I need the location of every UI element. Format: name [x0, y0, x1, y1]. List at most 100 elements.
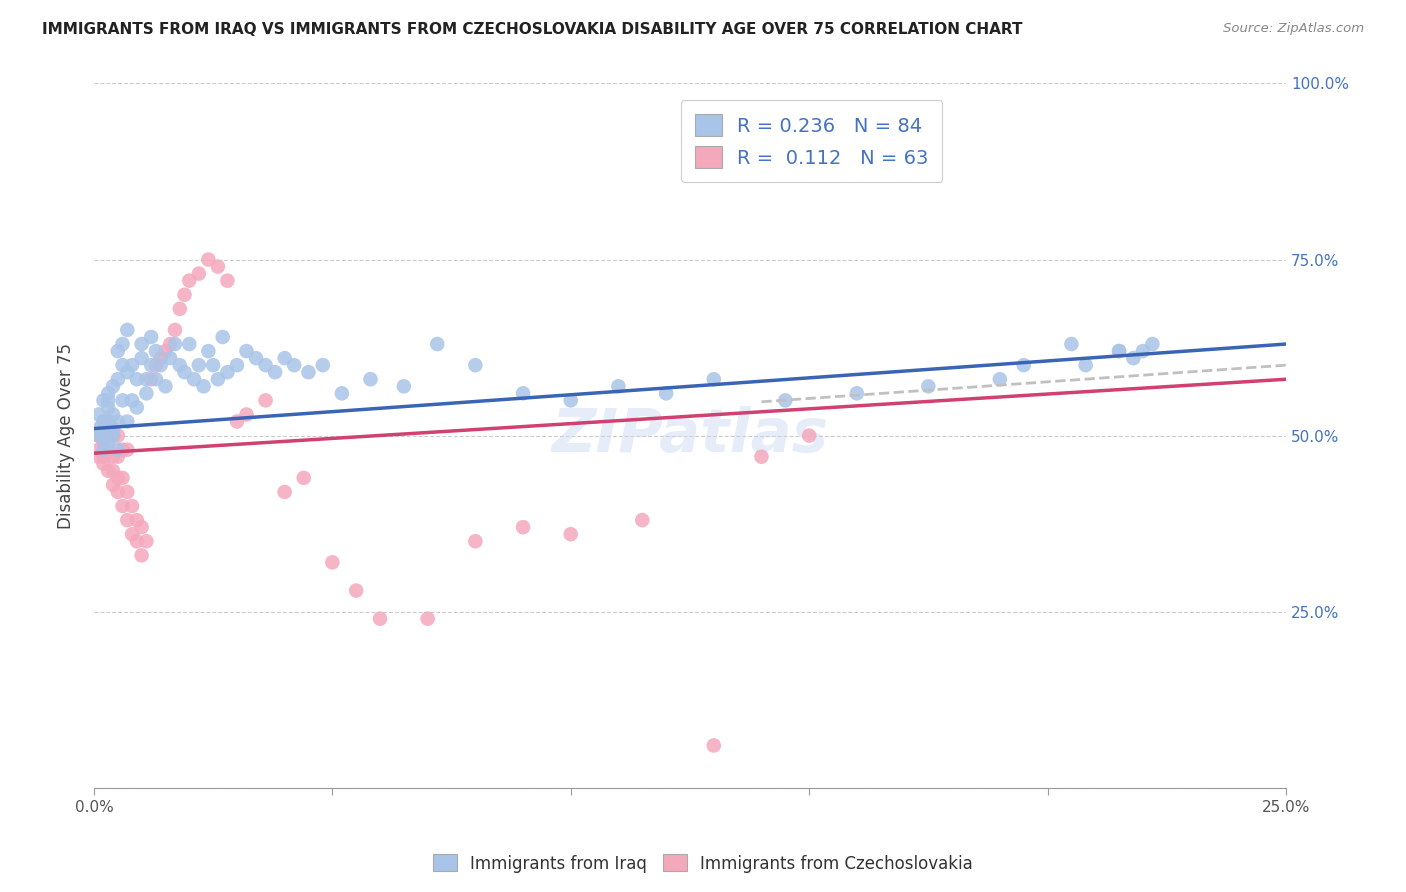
Point	[125, 534, 148, 549]
Point	[197, 252, 219, 267]
Point	[107, 442, 129, 457]
Point	[97, 442, 120, 457]
Point	[135, 386, 157, 401]
Point	[1012, 358, 1035, 372]
Point	[321, 555, 343, 569]
Text: Source: ZipAtlas.com: Source: ZipAtlas.com	[1223, 22, 1364, 36]
Point	[159, 351, 181, 365]
Point	[101, 428, 124, 442]
Point	[1108, 344, 1130, 359]
Point	[512, 386, 534, 401]
Point	[101, 464, 124, 478]
Point	[187, 358, 209, 372]
Point	[121, 527, 143, 541]
Point	[169, 358, 191, 372]
Point	[111, 442, 134, 457]
Point	[107, 344, 129, 359]
Point	[703, 372, 725, 386]
Point	[93, 442, 115, 457]
Point	[163, 337, 186, 351]
Point	[607, 379, 630, 393]
Point	[93, 415, 115, 429]
Point	[93, 450, 115, 464]
Point	[97, 386, 120, 401]
Legend: Immigrants from Iraq, Immigrants from Czechoslovakia: Immigrants from Iraq, Immigrants from Cz…	[426, 847, 980, 880]
Point	[254, 358, 277, 372]
Point	[368, 612, 391, 626]
Point	[359, 372, 381, 386]
Point	[193, 379, 215, 393]
Point	[93, 435, 115, 450]
Point	[655, 386, 678, 401]
Point	[125, 513, 148, 527]
Point	[97, 435, 120, 450]
Point	[93, 428, 115, 442]
Point	[87, 421, 110, 435]
Point	[97, 415, 120, 429]
Point	[93, 457, 115, 471]
Point	[107, 450, 129, 464]
Point	[101, 478, 124, 492]
Y-axis label: Disability Age Over 75: Disability Age Over 75	[58, 343, 75, 529]
Point	[111, 471, 134, 485]
Point	[751, 450, 773, 464]
Point	[344, 583, 367, 598]
Point	[312, 358, 335, 372]
Point	[845, 386, 868, 401]
Point	[163, 323, 186, 337]
Point	[464, 534, 486, 549]
Point	[179, 274, 201, 288]
Point	[117, 485, 139, 500]
Point	[254, 393, 277, 408]
Point	[207, 260, 229, 274]
Point	[392, 379, 415, 393]
Point	[93, 393, 115, 408]
Point	[121, 393, 143, 408]
Point	[107, 485, 129, 500]
Point	[988, 372, 1011, 386]
Point	[631, 513, 654, 527]
Point	[93, 428, 115, 442]
Point	[101, 421, 124, 435]
Point	[131, 549, 153, 563]
Point	[179, 337, 201, 351]
Point	[1108, 344, 1130, 359]
Point	[183, 372, 205, 386]
Point	[283, 358, 305, 372]
Point	[87, 428, 110, 442]
Point	[107, 372, 129, 386]
Point	[197, 344, 219, 359]
Point	[797, 428, 820, 442]
Point	[512, 520, 534, 534]
Point	[775, 393, 797, 408]
Point	[135, 372, 157, 386]
Point	[121, 499, 143, 513]
Point	[97, 393, 120, 408]
Point	[101, 450, 124, 464]
Point	[111, 393, 134, 408]
Point	[273, 485, 295, 500]
Point	[560, 393, 582, 408]
Point	[111, 337, 134, 351]
Point	[87, 408, 110, 422]
Point	[145, 344, 167, 359]
Point	[1122, 351, 1144, 365]
Point	[125, 401, 148, 415]
Point	[211, 330, 233, 344]
Point	[464, 358, 486, 372]
Point	[235, 344, 257, 359]
Point	[917, 379, 939, 393]
Text: ZIPatlas: ZIPatlas	[551, 406, 828, 465]
Point	[426, 337, 449, 351]
Point	[173, 287, 195, 301]
Point	[273, 351, 295, 365]
Point	[703, 739, 725, 753]
Point	[141, 330, 163, 344]
Point	[207, 372, 229, 386]
Point	[111, 499, 134, 513]
Point	[217, 274, 239, 288]
Point	[155, 379, 177, 393]
Point	[245, 351, 267, 365]
Point	[97, 428, 120, 442]
Point	[131, 520, 153, 534]
